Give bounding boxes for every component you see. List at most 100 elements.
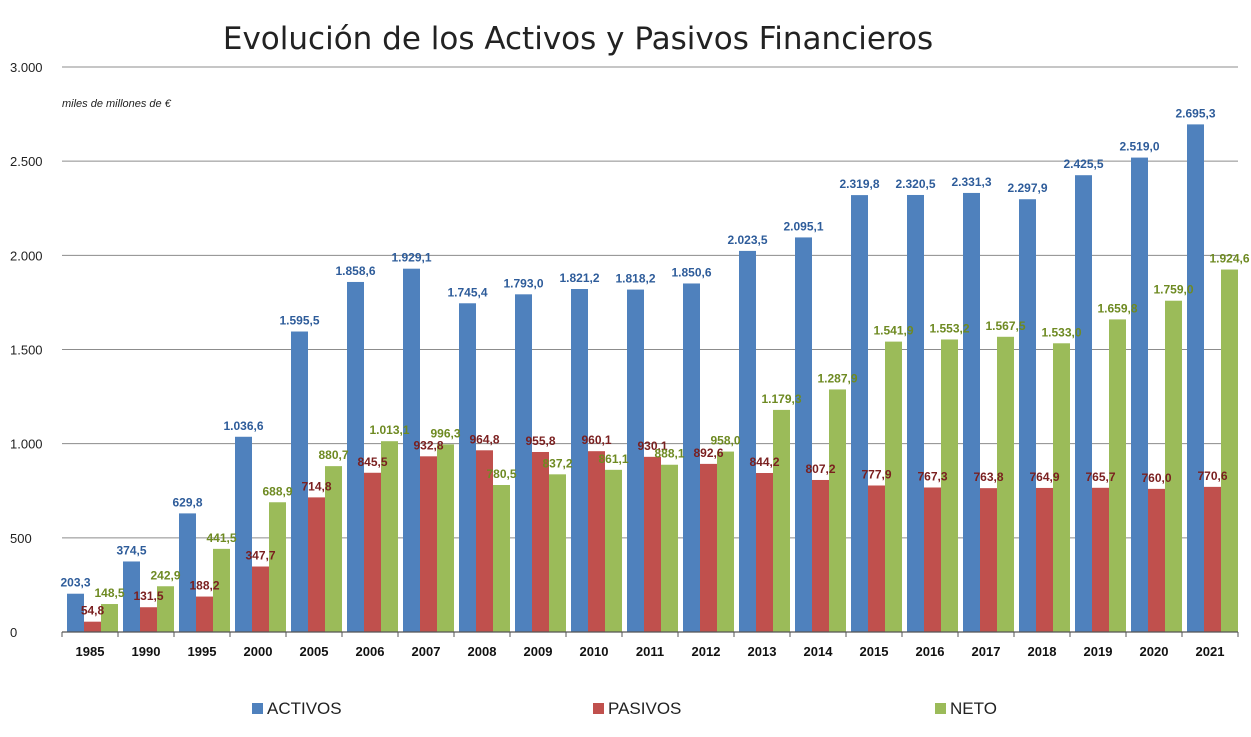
- data-label-neto: 441,5: [206, 531, 236, 545]
- x-tick-label: 2016: [916, 644, 945, 659]
- legend-swatch-pasivos: [593, 703, 604, 714]
- data-label-pasivos: 131,5: [133, 589, 163, 603]
- x-tick-label: 1985: [76, 644, 105, 659]
- x-tick-label: 2006: [356, 644, 385, 659]
- data-labels: 203,3 54,8 148,5 374,5 131,5 242,9 629,8 188,2 4…: [60, 106, 1249, 617]
- bar-activos: [347, 281, 364, 632]
- data-label-activos: 1.793,0: [503, 276, 543, 290]
- data-label-activos: 2.319,8: [839, 177, 879, 191]
- bar-neto: [829, 389, 846, 632]
- data-label-neto: 688,9: [262, 484, 292, 498]
- bar-neto: [325, 466, 342, 632]
- data-label-neto: 1.013,1: [369, 423, 409, 437]
- data-label-pasivos: 760,0: [1141, 471, 1171, 485]
- bar-pasivos: [532, 451, 549, 632]
- data-label-pasivos: 763,8: [973, 470, 1003, 484]
- bar-activos: [739, 250, 756, 632]
- x-tick-label: 2018: [1028, 644, 1057, 659]
- data-label-neto: 1.659,8: [1097, 301, 1137, 315]
- x-tick-label: 2008: [468, 644, 497, 659]
- data-label-neto: 880,7: [318, 448, 348, 462]
- bars: [67, 124, 1238, 633]
- bar-neto: [661, 464, 678, 632]
- legend: ACTIVOS PASIVOS NETO: [252, 699, 997, 718]
- bar-pasivos: [364, 472, 381, 632]
- bar-neto: [1053, 343, 1070, 632]
- bar-activos: [1187, 124, 1204, 633]
- x-tick-label: 2019: [1084, 644, 1113, 659]
- bar-neto: [717, 451, 734, 632]
- data-label-activos: 1.850,6: [671, 265, 711, 279]
- x-tick-label: 2012: [692, 644, 721, 659]
- data-label-neto: 780,5: [486, 467, 516, 481]
- bar-activos: [67, 593, 84, 632]
- data-label-neto: 148,5: [94, 586, 124, 600]
- bar-pasivos: [1036, 487, 1053, 632]
- data-label-neto: 1.553,2: [929, 321, 969, 335]
- data-label-activos: 1.595,5: [279, 314, 319, 328]
- data-label-activos: 1.929,1: [391, 251, 431, 265]
- data-label-pasivos: 188,2: [189, 579, 219, 593]
- x-tick-label: 2010: [580, 644, 609, 659]
- bar-activos: [235, 436, 252, 632]
- bar-activos: [851, 195, 868, 632]
- data-label-pasivos: 807,2: [805, 462, 835, 476]
- x-tick-label: 1995: [188, 644, 217, 659]
- y-tick-label: 1.500: [10, 343, 43, 358]
- y-tick-label: 3.000: [10, 60, 43, 75]
- data-label-activos: 1.818,2: [615, 272, 655, 286]
- bar-neto: [885, 341, 902, 632]
- data-label-pasivos: 892,6: [693, 446, 723, 460]
- bar-activos: [1075, 175, 1092, 632]
- data-label-neto: 1.287,9: [817, 371, 857, 385]
- data-label-activos: 2.095,1: [783, 219, 823, 233]
- y-tick-label: 2.000: [10, 248, 43, 263]
- bar-pasivos: [308, 497, 325, 632]
- legend-label-pasivos: PASIVOS: [608, 699, 681, 718]
- data-label-activos: 2.297,9: [1007, 181, 1047, 195]
- y-tick-label: 1.000: [10, 437, 43, 452]
- data-label-pasivos: 767,3: [917, 469, 947, 483]
- bar-neto: [381, 441, 398, 632]
- bar-activos: [291, 331, 308, 632]
- data-label-pasivos: 964,8: [469, 432, 499, 446]
- bar-activos: [795, 237, 812, 632]
- bar-pasivos: [868, 485, 885, 632]
- bar-pasivos: [700, 463, 717, 632]
- x-tick-label: 2009: [524, 644, 553, 659]
- bar-activos: [459, 303, 476, 632]
- y-tick-label: 2.500: [10, 154, 43, 169]
- bar-pasivos: [196, 596, 213, 632]
- legend-swatch-neto: [935, 703, 946, 714]
- bar-activos: [907, 194, 924, 632]
- bar-neto: [493, 485, 510, 632]
- data-label-neto: 888,1: [654, 447, 684, 461]
- x-tick-label: 2015: [860, 644, 889, 659]
- bar-pasivos: [644, 456, 661, 632]
- x-tick-label: 2011: [636, 644, 664, 659]
- x-tick-label: 2014: [804, 644, 834, 659]
- data-label-activos: 203,3: [60, 576, 90, 590]
- bar-neto: [997, 336, 1014, 632]
- x-tick-label: 2017: [972, 644, 1001, 659]
- data-label-neto: 1.759,0: [1153, 283, 1193, 297]
- data-label-pasivos: 955,8: [525, 434, 555, 448]
- data-label-neto: 1.541,9: [873, 324, 913, 338]
- bar-pasivos: [756, 473, 773, 632]
- data-label-pasivos: 932,8: [413, 438, 443, 452]
- x-tick-label: 2000: [244, 644, 273, 659]
- data-label-activos: 374,5: [116, 543, 146, 557]
- bar-pasivos: [1092, 487, 1109, 632]
- x-tick-label: 1990: [132, 644, 161, 659]
- y-tick-label: 0: [10, 625, 17, 640]
- bar-neto: [549, 474, 566, 632]
- bar-activos: [1019, 199, 1036, 633]
- data-label-activos: 1.036,6: [223, 419, 263, 433]
- bar-activos: [179, 513, 196, 632]
- data-label-neto: 1.924,6: [1209, 252, 1249, 266]
- chart-title: Evolución de los Activos y Pasivos Finan…: [223, 21, 933, 57]
- legend-label-neto: NETO: [950, 699, 997, 718]
- bar-neto: [1109, 319, 1126, 632]
- bar-neto: [213, 548, 230, 632]
- data-label-activos: 1.745,4: [447, 285, 487, 299]
